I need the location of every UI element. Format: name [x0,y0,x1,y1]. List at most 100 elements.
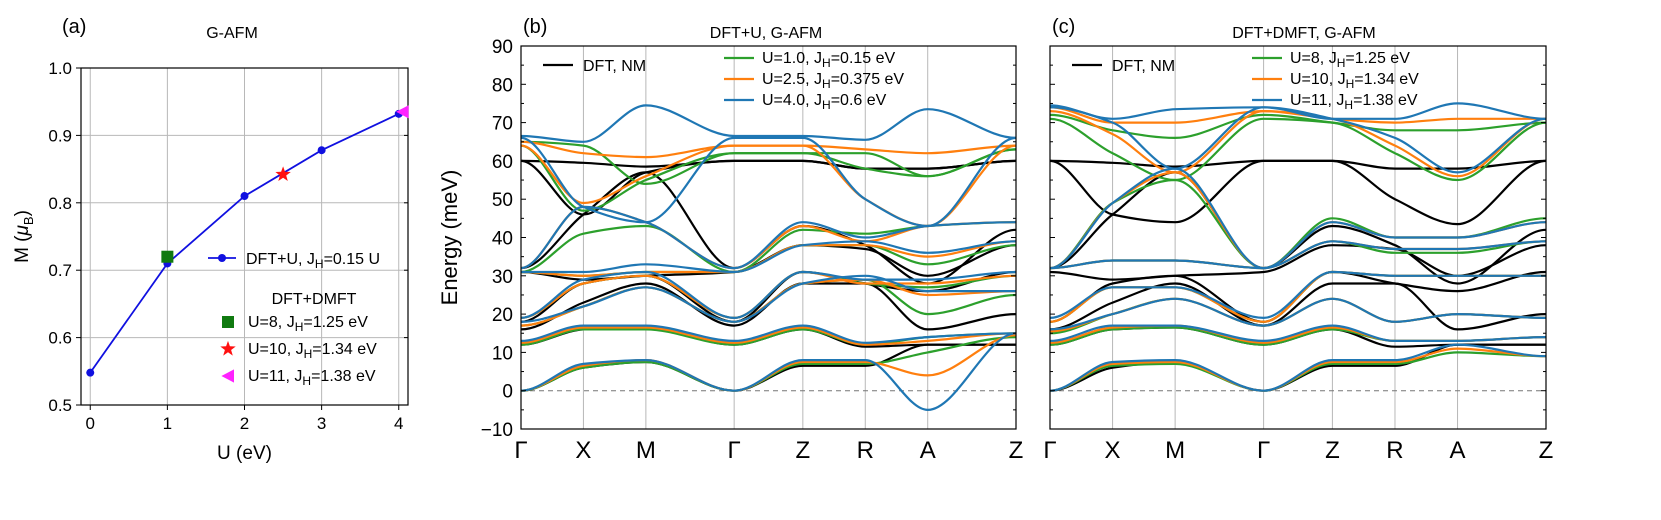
y-tick-label: 20 [492,305,513,326]
legend-dmft-label-0-sub: H [295,320,304,334]
legend-label-1-tail: =0.15 eV [831,50,896,67]
dmft-point-1 [275,166,291,181]
band-series-2-band-7 [1050,106,1546,124]
y-tick-label: 0.8 [48,194,72,213]
band-series-3-band-7 [521,104,1016,143]
legend-label-dft-nm: DFT, NM [1112,58,1175,75]
y-axis-label-part: ) [12,210,33,216]
legend-dmft-label-1-main: U=10, J [248,341,304,358]
y-tick-label: 0.5 [48,396,72,415]
kpoint-label: Z [1325,437,1340,464]
band-series-0-band-0 [521,343,1016,392]
legend-label-2-tail: =1.34 eV [1354,71,1419,88]
kpoint-label: R [1386,437,1403,464]
legend-dft-u-label-main: DFT+U, J [246,251,315,268]
kpoint-label: Γ [1257,437,1270,464]
legend-label-3-tail: =0.6 eV [831,92,887,109]
band-series-2-band-7 [521,140,1016,159]
panel-label-a: (a) [62,16,86,38]
band-series-0-band-4 [1050,244,1546,281]
y-axis-label-part: M ( [12,235,33,263]
kpoint-label: R [857,437,874,464]
y-tick-label: 40 [492,229,513,250]
legend-dft-u-label-tail: =0.15 U [324,251,380,268]
panel-b-dft-u-band-chart: −10 0 10 20 30 40 50 60 70 80 90 Γ X M Γ Z R A Z DFT+U, G-A… [437,16,1023,464]
legend-dmft-label-0: U=8, JH=1.25 eV [248,314,368,334]
dmft-point-0 [161,250,174,263]
legend-dft-u-label: DFT+U, JH=0.15 U [246,251,380,271]
kpoint-label: X [575,437,591,464]
x-axis-label: U (eV) [217,443,272,464]
legend-dft-u-label-sub: H [315,257,324,271]
legend-dmft-label-0-tail: =1.25 eV [303,314,368,331]
legend-label-3: U=11, JH=1.38 eV [1290,92,1418,112]
dft-u-point-0 [86,368,95,377]
band-series-1-band-6 [1050,117,1546,182]
band-series-1-band-0 [1050,351,1546,392]
panel-title: DFT+U, G-AFM [710,25,822,42]
y-tick-label: 60 [492,152,513,173]
legend-label-3-sub: H [822,98,831,112]
kpoint-label: Γ [514,437,527,464]
y-tick-label: 50 [492,190,513,211]
y-axis-label-part: B [21,216,36,225]
legend-label-3-sub: H [1344,98,1353,112]
y-tick-label: 80 [492,75,513,96]
kpoint-label: Z [1539,437,1554,464]
band-series-3-band-1 [1050,324,1546,343]
legend-dmft-label-0-main: U=8, J [248,314,295,331]
y-tick-label: 90 [492,37,513,58]
band-series-3-band-6 [1050,106,1546,174]
legend-dmft-label-2-main: U=11, J [248,368,302,385]
band-series-2-band-6 [521,144,1016,228]
band-series-0-band-7 [1050,159,1546,170]
band-series-0-band-2 [1050,282,1546,331]
panel-a-magnetization-chart: 0 1 2 3 4 0.5 0.6 0.7 0.8 0.9 1.0 (a) G-AFM U (eV) M (… [12,16,409,464]
band-series-3-band-6 [521,136,1016,228]
x-tick-label: 0 [86,414,95,433]
y-tick-label: 70 [492,114,513,135]
legend-dmft-label-2: U=11, JH=1.38 eV [248,368,376,388]
y-axis-label: M (μB) [12,210,36,263]
kpoint-label: M [1165,437,1185,464]
band-series-3-band-4 [1050,240,1546,270]
kpoint-label: X [1105,437,1121,464]
band-series-3-band-0 [1050,343,1546,392]
kpoint-label: Γ [728,437,741,464]
y-tick-label: 0.6 [48,329,72,348]
legend-label-1-main: U=8, J [1290,50,1337,67]
band-series-3-band-1 [521,324,1016,344]
legend-label-3-main: U=11, J [1290,92,1344,109]
legend-label-3-main: U=4.0, J [762,92,822,109]
legend-dmft-marker-1 [220,340,236,356]
legend-dmft-label-2-tail: =1.38 eV [311,368,376,385]
y-tick-label: 1.0 [48,59,72,78]
band-series-3-band-5 [1050,167,1546,270]
legend-label-2-sub: H [822,77,831,91]
kpoint-label: Z [796,437,811,464]
band-series-0-band-6 [1050,159,1546,226]
band-series-0-band-5 [521,171,1016,285]
band-series-0-band-7 [521,159,1016,170]
band-series-3-band-3 [521,270,1016,320]
band-series-3-band-2 [521,274,1016,323]
band-series-1-band-7 [1050,113,1546,140]
legend-dmft-label-1-sub: H [304,347,313,361]
legend-label-1-sub: H [822,56,831,70]
legend-label-2-main: U=10, J [1290,71,1346,88]
legend-label-2: U=2.5, JH=0.375 eV [762,71,904,91]
legend-label-1: U=1.0, JH=0.15 eV [762,50,896,70]
kpoint-label: A [920,437,936,464]
kpoint-label: M [636,437,656,464]
band-series-3-band-4 [521,240,1016,274]
x-tick-label: 3 [317,414,326,433]
kpoint-label: Z [1009,437,1024,464]
legend-dmft-label-1-tail: =1.34 eV [312,341,377,358]
legend-label-1-main: U=1.0, J [762,50,822,67]
legend-dft-u-marker [218,254,226,262]
y-tick-label: 0.7 [48,261,72,280]
legend-dmft-marker-0 [222,316,234,328]
legend-dmft-label-2-sub: H [302,374,311,388]
